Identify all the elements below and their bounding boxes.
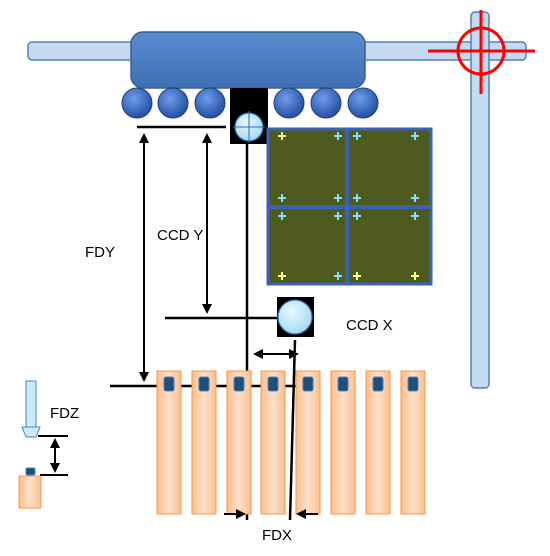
ccd-y-label: CCD Y <box>157 227 203 244</box>
feeder-slot <box>233 376 245 392</box>
ccd-x-label: CCD X <box>346 317 393 334</box>
feeder-1 <box>156 370 182 515</box>
feeder-slot <box>302 376 314 392</box>
fiducial-mark <box>353 194 361 202</box>
camera-icon <box>230 88 268 144</box>
fiducial-mark <box>334 132 342 140</box>
fiducial-mark <box>353 272 361 280</box>
fiducial-marks <box>278 132 419 280</box>
feeder-slot <box>372 376 384 392</box>
fdz-label: FDZ <box>50 405 79 422</box>
fdy-label: FDY <box>85 244 115 261</box>
feeder-2 <box>191 370 217 515</box>
feeder-3 <box>226 370 252 515</box>
nozzle-row <box>121 87 379 119</box>
feeder-bank <box>156 370 426 515</box>
fdz-feeder-block <box>18 475 42 509</box>
nozzle-1 <box>121 87 153 119</box>
feeder-slot <box>407 376 419 392</box>
fdz-feeder-slot <box>25 467 36 476</box>
feeder-8 <box>400 370 426 515</box>
feeder-4 <box>260 370 286 515</box>
fiducial-mark <box>334 194 342 202</box>
fiducial-mark <box>353 212 361 220</box>
fdx-label: FDX <box>262 527 292 544</box>
feeder-6 <box>330 370 356 515</box>
nozzle-5 <box>310 87 342 119</box>
fiducial-mark <box>411 132 419 140</box>
nozzle-3 <box>194 87 226 119</box>
ccd-lens-icon <box>277 297 314 337</box>
nozzle-2 <box>157 87 189 119</box>
feeder-slot <box>267 376 279 392</box>
feeder-slot <box>163 376 175 392</box>
pcb-board <box>266 127 433 286</box>
fiducial-mark <box>334 212 342 220</box>
crosshair-icon <box>428 10 535 94</box>
fiducial-mark <box>278 132 286 140</box>
fiducial-mark <box>411 212 419 220</box>
fiducial-mark <box>411 194 419 202</box>
nozzle-6 <box>347 87 379 119</box>
fiducial-mark <box>278 212 286 220</box>
feeder-slot <box>198 376 210 392</box>
feeder-slot <box>337 376 349 392</box>
fiducial-mark <box>278 194 286 202</box>
fiducial-mark <box>411 272 419 280</box>
fiducial-mark <box>334 272 342 280</box>
fiducial-mark <box>278 272 286 280</box>
feeder-pick-axis-line <box>288 339 297 521</box>
fdz-nozzle-tool <box>21 380 41 438</box>
feeder-5 <box>295 370 321 515</box>
feeder-7 <box>365 370 391 515</box>
placement-head <box>130 31 366 89</box>
fiducial-mark <box>353 132 361 140</box>
nozzle-4 <box>273 87 305 119</box>
